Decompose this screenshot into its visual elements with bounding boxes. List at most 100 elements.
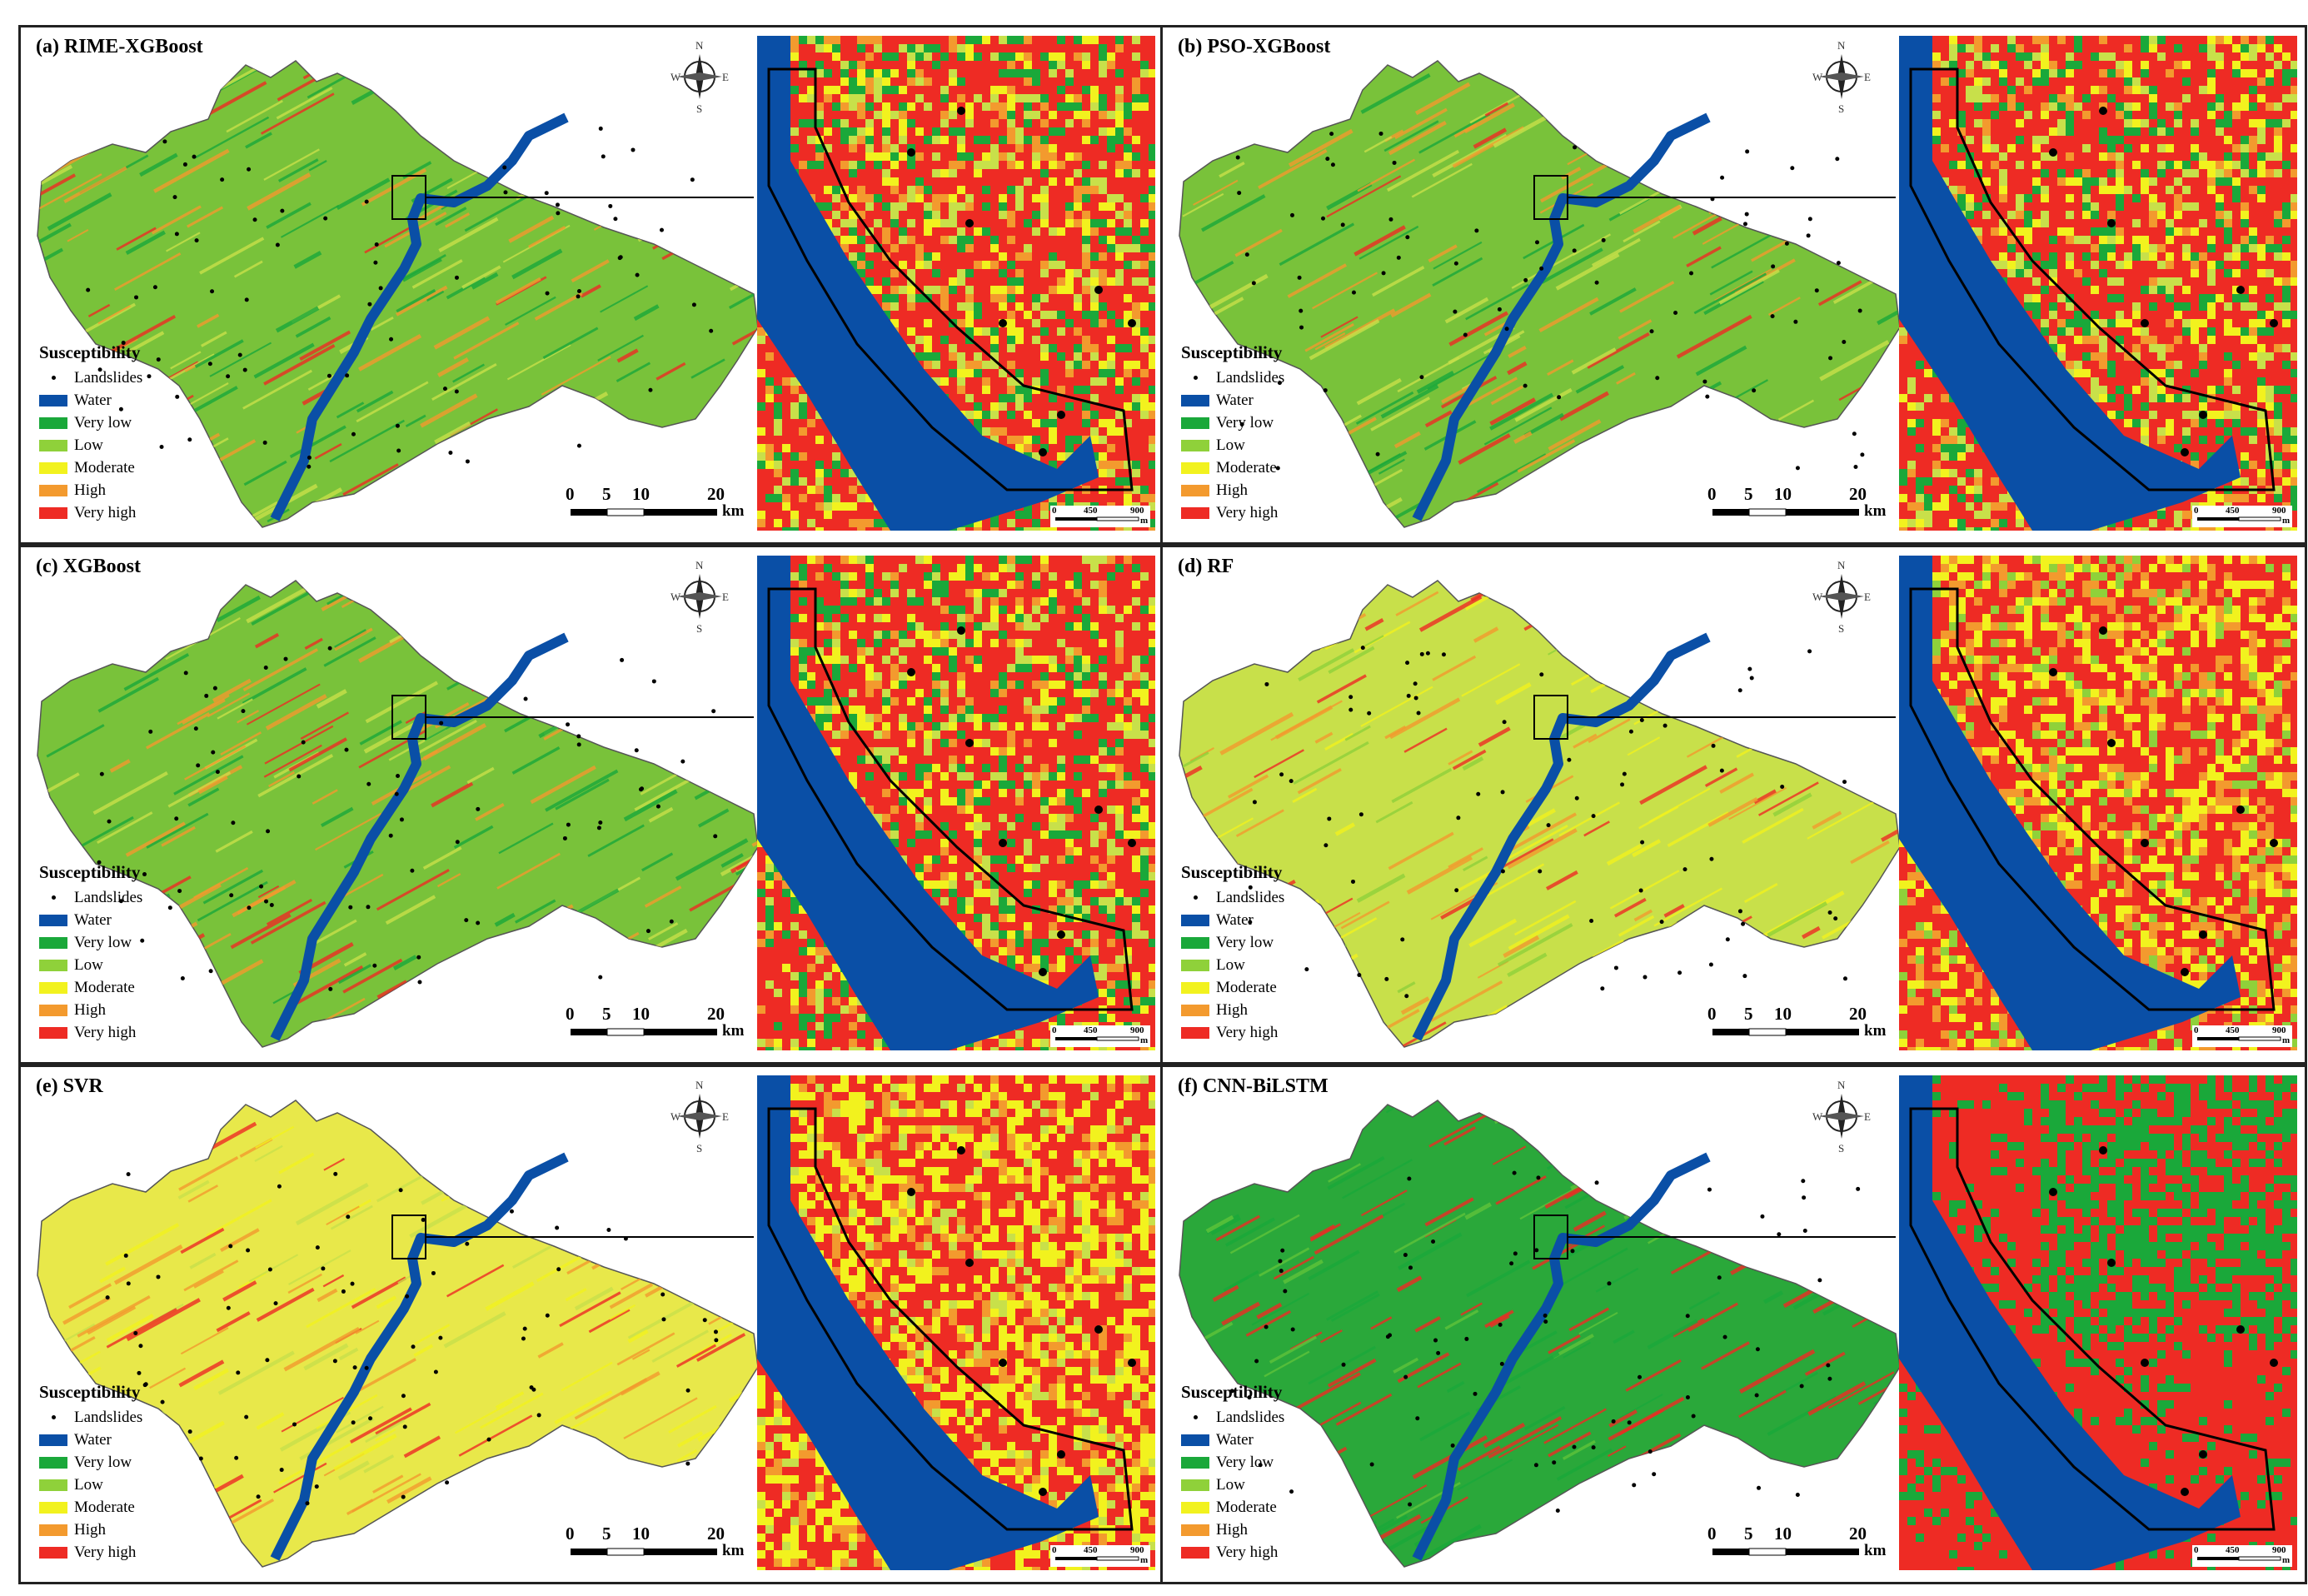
susceptibility-cell xyxy=(2216,527,2224,531)
susceptibility-cell xyxy=(1140,1005,1149,1014)
terrain-streak xyxy=(209,342,272,377)
susceptibility-cell xyxy=(2032,144,2041,152)
susceptibility-cell xyxy=(2116,227,2124,236)
susceptibility-cell xyxy=(1074,386,1082,394)
susceptibility-cell xyxy=(857,1047,865,1050)
susceptibility-cell xyxy=(2107,144,2116,152)
susceptibility-cell xyxy=(1065,211,1074,219)
susceptibility-cell xyxy=(924,656,932,664)
susceptibility-cell xyxy=(799,681,807,689)
susceptibility-cell xyxy=(874,161,882,169)
susceptibility-cell xyxy=(1949,452,1957,461)
terrain-streak xyxy=(1390,292,1432,318)
terrain-streak xyxy=(386,489,413,505)
terrain-streak xyxy=(358,334,422,372)
susceptibility-cell xyxy=(915,772,924,781)
terrain-streak xyxy=(1508,345,1527,358)
susceptibility-cell xyxy=(2224,227,2232,236)
susceptibility-cell xyxy=(957,127,965,136)
susceptibility-cell xyxy=(857,269,865,277)
susceptibility-cell xyxy=(874,152,882,161)
susceptibility-cell xyxy=(957,797,965,805)
susceptibility-cell xyxy=(890,52,899,61)
susceptibility-cell xyxy=(2132,252,2141,261)
susceptibility-cell xyxy=(1090,427,1099,436)
susceptibility-cell xyxy=(1140,194,1149,202)
landslide-point xyxy=(502,165,507,170)
susceptibility-cell xyxy=(2024,86,2032,94)
susceptibility-cell xyxy=(1015,797,1024,805)
susceptibility-cell xyxy=(2066,86,2074,94)
susceptibility-cell xyxy=(807,161,815,169)
susceptibility-cell xyxy=(1115,930,1124,939)
terrain-streak xyxy=(1541,247,1603,284)
terrain-streak xyxy=(1523,412,1564,438)
susceptibility-cell xyxy=(1115,689,1124,697)
map-panel: (a) RIME-XGBoost N S E W Susceptibility Landsl… xyxy=(18,25,1165,545)
terrain-streak xyxy=(257,885,280,899)
terrain-streak xyxy=(230,913,292,950)
terrain-streak xyxy=(336,177,391,210)
susceptibility-cell xyxy=(1082,194,1090,202)
susceptibility-cell xyxy=(940,772,949,781)
susceptibility-cell xyxy=(2066,236,2074,244)
susceptibility-cell xyxy=(1132,302,1140,311)
susceptibility-cell xyxy=(1107,336,1115,344)
susceptibility-cell xyxy=(2174,211,2182,219)
susceptibility-cell xyxy=(832,606,840,614)
landslide-point xyxy=(598,975,603,980)
susceptibility-cell xyxy=(1099,177,1107,186)
susceptibility-cell xyxy=(807,939,815,947)
susceptibility-cell xyxy=(999,211,1007,219)
susceptibility-cell xyxy=(1015,202,1024,211)
susceptibility-cell xyxy=(915,69,924,77)
legend-label: Moderate xyxy=(74,458,135,476)
susceptibility-cell xyxy=(840,722,849,731)
scale-bar: 0 5 10 20 km xyxy=(1704,484,1912,534)
terrain-streak xyxy=(546,941,603,975)
susceptibility-cell xyxy=(1015,302,1024,311)
terrain-streak xyxy=(496,852,561,890)
susceptibility-cell xyxy=(1107,61,1115,69)
susceptibility-cell xyxy=(2141,377,2149,386)
susceptibility-cell xyxy=(1007,947,1015,955)
susceptibility-cell xyxy=(915,789,924,797)
susceptibility-cell xyxy=(2149,394,2157,402)
terrain-streak xyxy=(686,716,735,745)
susceptibility-cell xyxy=(2232,102,2241,111)
susceptibility-cell xyxy=(915,244,924,252)
susceptibility-cell xyxy=(832,44,840,52)
susceptibility-cell xyxy=(1040,194,1049,202)
terrain-streak xyxy=(1555,252,1620,291)
susceptibility-cell xyxy=(1057,764,1065,772)
susceptibility-cell xyxy=(2041,286,2049,294)
susceptibility-cell xyxy=(807,1030,815,1039)
susceptibility-cell xyxy=(2274,44,2282,52)
susceptibility-cell xyxy=(2182,394,2191,402)
susceptibility-cell xyxy=(2116,386,2124,394)
susceptibility-cell xyxy=(949,647,957,656)
susceptibility-cell xyxy=(815,997,824,1005)
terrain-streak xyxy=(56,637,80,652)
landslide-point xyxy=(140,938,145,943)
susceptibility-cell xyxy=(1991,502,1999,511)
susceptibility-cell xyxy=(799,614,807,622)
susceptibility-cell xyxy=(890,177,899,186)
susceptibility-cell xyxy=(857,527,865,531)
susceptibility-cell xyxy=(2291,86,2297,94)
landslide-point xyxy=(1842,340,1847,345)
susceptibility-cell xyxy=(982,872,990,880)
susceptibility-cell xyxy=(2091,202,2099,211)
terrain-streak xyxy=(1326,175,1402,218)
landslide-point xyxy=(1835,157,1840,162)
susceptibility-cell xyxy=(2257,127,2266,136)
susceptibility-cell xyxy=(799,161,807,169)
terrain-streak xyxy=(237,710,260,724)
susceptibility-cell xyxy=(974,519,982,527)
terrain-streak xyxy=(1414,82,1471,116)
susceptibility-cell xyxy=(790,452,799,461)
susceptibility-cell xyxy=(2257,269,2266,277)
susceptibility-cell xyxy=(2224,169,2232,177)
susceptibility-cell xyxy=(2257,94,2266,102)
susceptibility-cell xyxy=(1074,656,1082,664)
